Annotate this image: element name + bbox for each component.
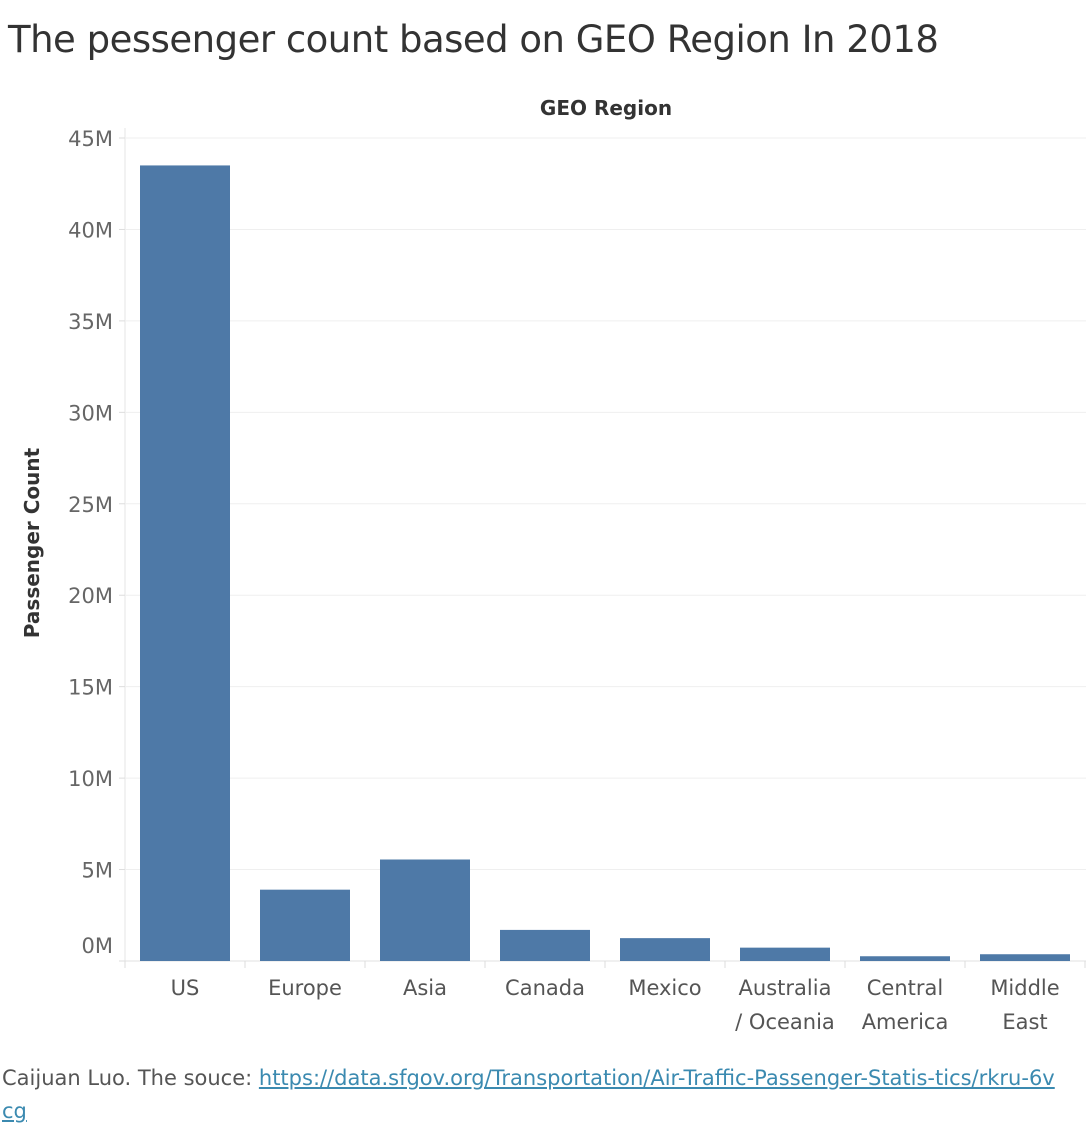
- x-tick-label: Canada: [505, 976, 585, 1000]
- x-tick-label: Mexico: [628, 976, 701, 1000]
- y-axis: 0M 5M 10M 15M 20M 25M 30M 35M 40M 45M: [68, 127, 113, 958]
- bar: [740, 947, 830, 961]
- y-tick-label: 35M: [68, 310, 113, 334]
- bars: [140, 165, 1070, 961]
- x-tick-label: Asia: [403, 976, 447, 1000]
- bar: [500, 929, 590, 961]
- x-tick-label: Middle: [990, 976, 1059, 1000]
- y-tick-label: 5M: [82, 859, 113, 883]
- y-tick-label: 30M: [68, 401, 113, 425]
- x-tick-label: Europe: [268, 976, 342, 1000]
- bar: [140, 165, 230, 961]
- y-axis-title: Passenger Count: [20, 447, 44, 638]
- bar: [860, 956, 950, 961]
- footer: Caijuan Luo. The souce: https://data.sfg…: [2, 1062, 1062, 1128]
- y-tick-label: 10M: [68, 767, 113, 791]
- x-axis: US Europe Asia Canada Mexico Australia / Ocean…: [171, 976, 1060, 1034]
- gridlines: [119, 128, 1086, 968]
- y-tick-label: 45M: [68, 127, 113, 151]
- x-axis-title: GEO Region: [540, 96, 672, 120]
- bar: [620, 938, 710, 961]
- footer-author: Caijuan Luo. The souce:: [2, 1066, 259, 1090]
- bar: [980, 954, 1070, 961]
- source-link[interactable]: https://data.sfgov.org/Transportation/Ai…: [2, 1066, 1055, 1123]
- y-tick-label: 25M: [68, 493, 113, 517]
- y-tick-label: 0M: [82, 934, 113, 958]
- y-tick-label: 15M: [68, 676, 113, 700]
- x-tick-label: / Oceania: [735, 1010, 835, 1034]
- x-tick-label: East: [1002, 1010, 1047, 1034]
- x-tick-label: Australia: [739, 976, 832, 1000]
- x-tick-label: America: [862, 1010, 949, 1034]
- bar: [380, 859, 470, 961]
- chart-title: The pessenger count based on GEO Region …: [8, 18, 939, 61]
- bar: [260, 889, 350, 961]
- x-tick-label: US: [171, 976, 200, 1000]
- bar-chart: GEO Region Passenger Count 0M 5M 10M 15M 20M…: [20, 96, 1086, 1034]
- y-tick-label: 40M: [68, 218, 113, 242]
- y-tick-label: 20M: [68, 584, 113, 608]
- x-tick-label: Central: [867, 976, 943, 1000]
